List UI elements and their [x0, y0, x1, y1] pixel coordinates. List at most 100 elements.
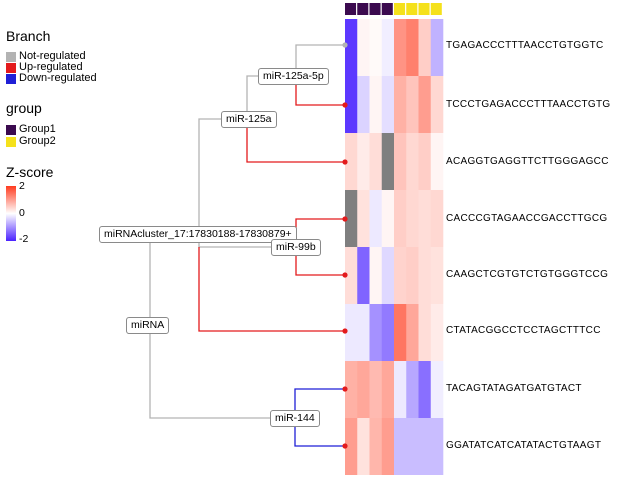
heatmap-cell	[406, 418, 419, 475]
node-mir-144[interactable]: miR-144	[270, 410, 320, 427]
sequence-label-row6: CTATACGGCCTCCTAGCTTTCC	[446, 325, 601, 336]
heatmap-cells	[345, 19, 444, 475]
heatmap-cell	[418, 190, 432, 247]
zscore-mid-label: 0	[19, 207, 25, 219]
branch-legend-title: Branch	[6, 28, 51, 44]
edge-cluster-mir125a	[198, 118, 222, 234]
heatmap-cell	[430, 418, 444, 475]
heatmap-cell	[418, 247, 432, 304]
group-annotation-bar	[345, 3, 442, 15]
up-regulated-swatch	[6, 63, 16, 73]
heatmap-cell	[406, 76, 419, 133]
heatmap-cell	[381, 304, 395, 361]
heatmap-cell	[345, 19, 358, 76]
zscore-colorbar	[6, 186, 16, 241]
heatmap-cell	[418, 19, 432, 76]
group-annotation-cell	[394, 3, 406, 15]
heatmap-cell	[418, 76, 432, 133]
sequence-label-row2: TCCCTGAGACCCTTTAACCTGTG	[446, 99, 611, 110]
heatmap-cell	[345, 190, 358, 247]
node-mir-99b[interactable]: miR-99b	[271, 239, 321, 256]
heatmap-cell	[418, 361, 432, 418]
heatmap-cell	[430, 247, 444, 304]
group2-swatch	[6, 137, 16, 147]
edge-mir125a-row3	[246, 119, 345, 163]
heatmap-cell	[430, 19, 444, 76]
heatmap-cell	[394, 76, 407, 133]
down-regulated-label: Down-regulated	[19, 72, 97, 84]
heatmap-cell	[357, 190, 370, 247]
edge-cluster-row6	[198, 247, 345, 332]
node-mir-125a[interactable]: miR-125a	[221, 111, 277, 128]
heatmap-cell	[406, 361, 419, 418]
group-annotation-cell	[345, 3, 357, 15]
heatmap-cell	[418, 418, 432, 475]
group1-label: Group1	[19, 123, 56, 135]
heatmap-cell	[369, 361, 383, 418]
heatmap-cell	[430, 361, 444, 418]
node-mirna[interactable]: miRNA	[126, 317, 170, 334]
zscore-legend-title: Z-score	[6, 164, 54, 180]
tree-tip-point	[342, 159, 348, 165]
heatmap-cell	[369, 133, 383, 190]
up-regulated-label: Up-regulated	[19, 61, 83, 73]
edge-mir144-row8	[294, 418, 345, 447]
heatmap-cell	[357, 76, 370, 133]
group2-label: Group2	[19, 135, 56, 147]
tree-tip-point	[342, 216, 348, 222]
heatmap-cell	[381, 361, 395, 418]
heatmap-cell	[357, 133, 370, 190]
edge-mir125a5p-row1	[295, 44, 345, 76]
heatmap-cell	[394, 247, 407, 304]
node-mir-125a-5p[interactable]: miR-125a-5p	[258, 68, 329, 85]
heatmap-cell	[406, 247, 419, 304]
node-mirna-cluster[interactable]: miRNAcluster_17:17830188-17830879+	[99, 226, 297, 243]
sequence-label-row4: CACCCGTAGAACCGACCTTGCG	[446, 213, 608, 224]
heatmap-cell	[406, 304, 419, 361]
tree-tip-point	[342, 102, 348, 108]
heatmap-cell	[357, 19, 370, 76]
heatmap-cell	[369, 418, 383, 475]
tree-tip-point	[342, 42, 348, 48]
group-legend-title: group	[6, 100, 42, 116]
edge-mir144-row7	[294, 388, 345, 418]
heatmap-cell	[357, 304, 370, 361]
group-annotation-cell	[357, 3, 369, 15]
tree-tip-point	[342, 328, 348, 334]
heatmap-cell	[394, 361, 407, 418]
heatmap-cell	[369, 19, 383, 76]
down-regulated-swatch	[6, 74, 16, 84]
heatmap-cell	[369, 76, 383, 133]
group-annotation-cell	[381, 3, 393, 15]
heatmap-cell	[345, 247, 358, 304]
heatmap-cell	[381, 418, 395, 475]
heatmap-cell	[406, 190, 419, 247]
group-annotation-cell	[406, 3, 418, 15]
heatmap-cell	[357, 361, 370, 418]
heatmap-cell	[369, 190, 383, 247]
heatmap-cell	[345, 361, 358, 418]
heatmap-cell	[430, 76, 444, 133]
sequence-label-row5: CAAGCTCGTGTCTGTGGGTCCG	[446, 269, 609, 280]
heatmap-cell	[345, 418, 358, 475]
heatmap-cell	[381, 190, 395, 247]
tree-tip-point	[342, 272, 348, 278]
heatmap-cell	[406, 133, 419, 190]
edge-mir125a5p-row2	[295, 76, 345, 106]
heatmap-cell	[394, 19, 407, 76]
heatmap-cell	[430, 133, 444, 190]
heatmap-cell	[418, 304, 432, 361]
heatmap-cell	[345, 76, 358, 133]
heatmap-cell	[369, 247, 383, 304]
heatmap-cell	[381, 19, 395, 76]
heatmap-cell	[381, 133, 395, 190]
heatmap-cell	[381, 247, 395, 304]
edge-mir99b-row5	[295, 247, 345, 276]
group-annotation-cell	[369, 3, 381, 15]
not-regulated-swatch	[6, 52, 16, 62]
sequence-label-row3: ACAGGTGAGGTTCTTGGGAGCC	[446, 156, 609, 167]
heatmap-cell	[345, 304, 358, 361]
heatmap-cell	[418, 133, 432, 190]
